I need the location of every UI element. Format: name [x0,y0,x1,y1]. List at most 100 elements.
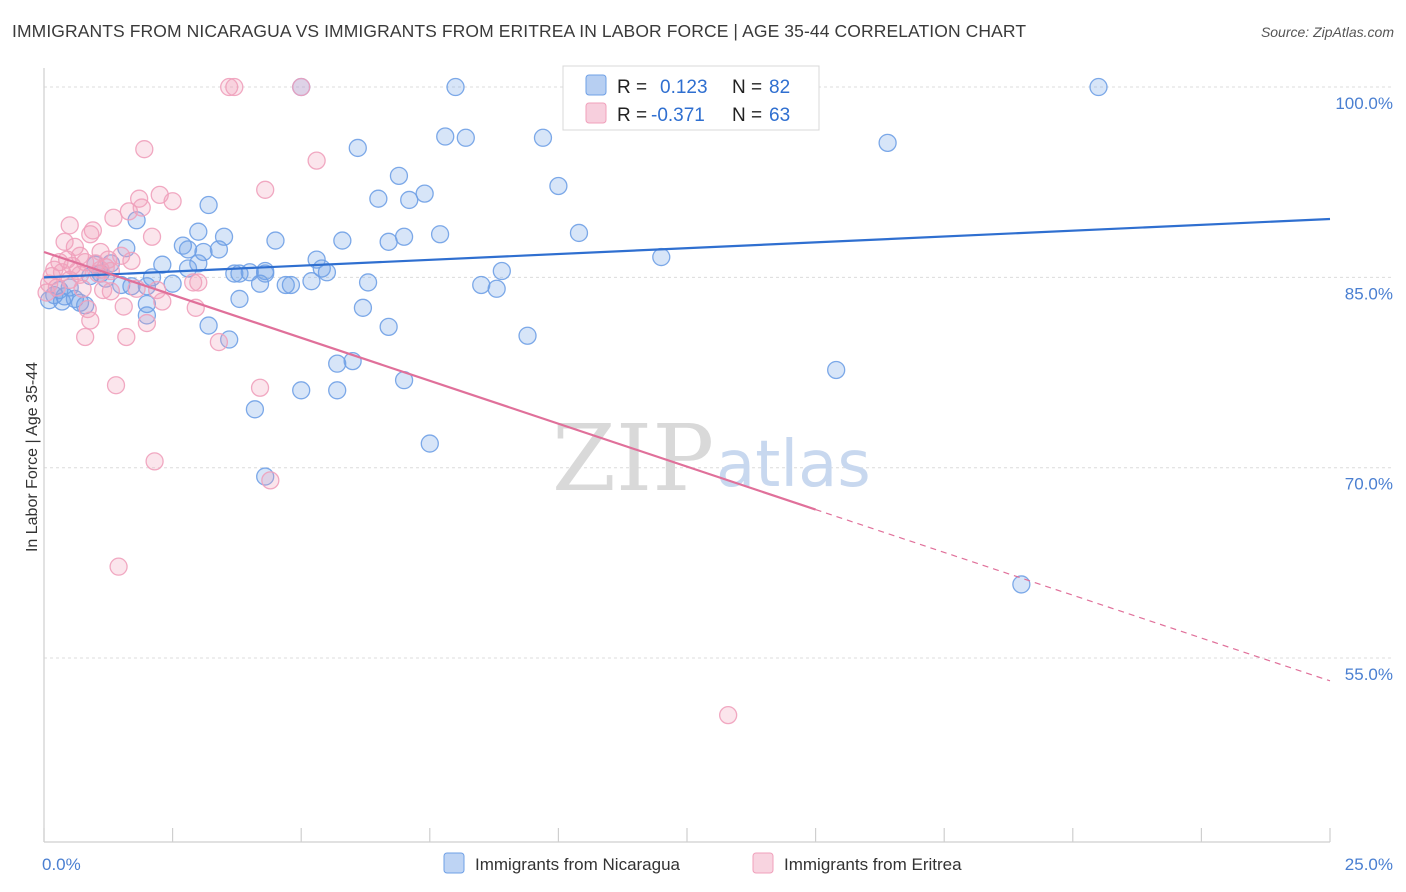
point-eritrea [109,557,128,576]
point-nicaragua [878,133,897,153]
point-nicaragua [281,275,301,295]
point-eritrea [220,77,239,97]
point-eritrea [145,452,164,471]
point-nicaragua [394,227,414,246]
point-nicaragua [569,223,589,243]
point-nicaragua [436,127,455,146]
point-nicaragua [214,227,234,246]
point-eritrea [106,376,126,395]
point-nicaragua [1089,77,1108,97]
point-eritrea [65,237,85,257]
stats-n-label-eritrea: N = [732,105,762,126]
point-eritrea [250,378,270,397]
y-tick-label: 55.0% [1345,665,1393,684]
point-eritrea [122,251,141,271]
trend-lines [43,217,1331,682]
point-nicaragua [456,128,475,147]
y-tick-label: 100.0% [1335,94,1393,113]
point-nicaragua [472,275,491,295]
point-nicaragua [230,289,249,309]
point-nicaragua [153,255,172,274]
series-legend: Immigrants from Nicaragua Immigrants fro… [443,852,962,874]
point-nicaragua [163,274,182,293]
point-eritrea [142,227,162,246]
point-eritrea [94,280,113,300]
point-eritrea [101,282,121,301]
watermark: ZIP atlas [552,405,871,512]
stats-n-value-nicaragua: 82 [769,77,790,98]
legend-swatch-nicaragua [443,852,465,874]
point-nicaragua [827,360,846,380]
stats-r-value-eritrea: -0.371 [651,105,705,126]
stats-swatch-eritrea [585,102,607,124]
point-eritrea [256,180,275,199]
point-eritrea [60,216,79,235]
point-nicaragua [400,190,419,210]
point-nicaragua [276,275,295,295]
point-nicaragua [348,138,367,158]
point-nicaragua [518,326,537,345]
x-tick-label-end: 25.0% [1345,855,1393,874]
watermark-zip: ZIP [552,405,714,512]
point-nicaragua [487,279,506,298]
y-axis-label: In Labor Force | Age 35-44 [24,362,41,552]
point-eritrea [132,198,151,217]
axes [43,68,1331,843]
point-nicaragua [358,273,378,292]
point-nicaragua [379,232,398,251]
legend-label-eritrea: Immigrants from Eritrea [784,855,962,874]
point-eritrea [81,311,100,330]
trend-line-eritrea [43,250,816,511]
point-eritrea [78,299,97,319]
legend-label-nicaragua: Immigrants from Nicaragua [475,855,681,874]
point-nicaragua [446,77,465,97]
point-nicaragua [199,316,218,335]
point-eritrea [719,705,738,725]
tick-labels: 100.0% 85.0% 70.0% 55.0% 0.0% 25.0% [42,94,1393,874]
point-nicaragua [533,128,553,147]
point-nicaragua [328,354,347,373]
point-nicaragua [137,294,157,314]
point-nicaragua [256,261,275,281]
y-tick-label: 85.0% [1345,284,1393,303]
point-eritrea [261,471,280,490]
point-eritrea [117,327,136,347]
point-eritrea [76,327,95,347]
point-nicaragua [189,222,208,241]
point-nicaragua [199,195,218,215]
point-nicaragua [415,184,434,203]
data-points [37,74,1108,725]
y-tick-label: 70.0% [1345,475,1393,494]
stats-r-label-nicaragua: R = [617,77,647,98]
point-eritrea [114,297,133,316]
point-nicaragua [1012,575,1031,594]
point-nicaragua [189,254,208,273]
point-eritrea [55,232,74,251]
stats-r-value-nicaragua: 0.123 [660,77,708,98]
point-eritrea [104,208,123,227]
point-eritrea [209,332,229,352]
point-eritrea [112,246,131,265]
point-nicaragua [379,317,398,336]
point-nicaragua [389,166,409,186]
point-eritrea [163,192,182,211]
point-nicaragua [245,400,265,419]
stats-swatch-nicaragua [585,74,607,96]
point-nicaragua [328,381,347,400]
trend-line-extension-eritrea [815,508,1331,682]
stats-n-label-nicaragua: N = [732,77,762,98]
point-eritrea [137,313,157,333]
point-nicaragua [266,231,285,250]
point-nicaragua [292,381,311,400]
point-nicaragua [302,272,321,291]
point-nicaragua [333,231,352,250]
point-nicaragua [317,263,337,282]
gridlines [44,86,1392,659]
point-nicaragua [549,176,568,196]
point-eritrea [292,77,311,97]
point-eritrea [189,273,208,292]
point-nicaragua [194,242,213,262]
chart-source: Source: ZipAtlas.com [1260,24,1394,40]
x-tick-label-start: 0.0% [42,855,81,874]
